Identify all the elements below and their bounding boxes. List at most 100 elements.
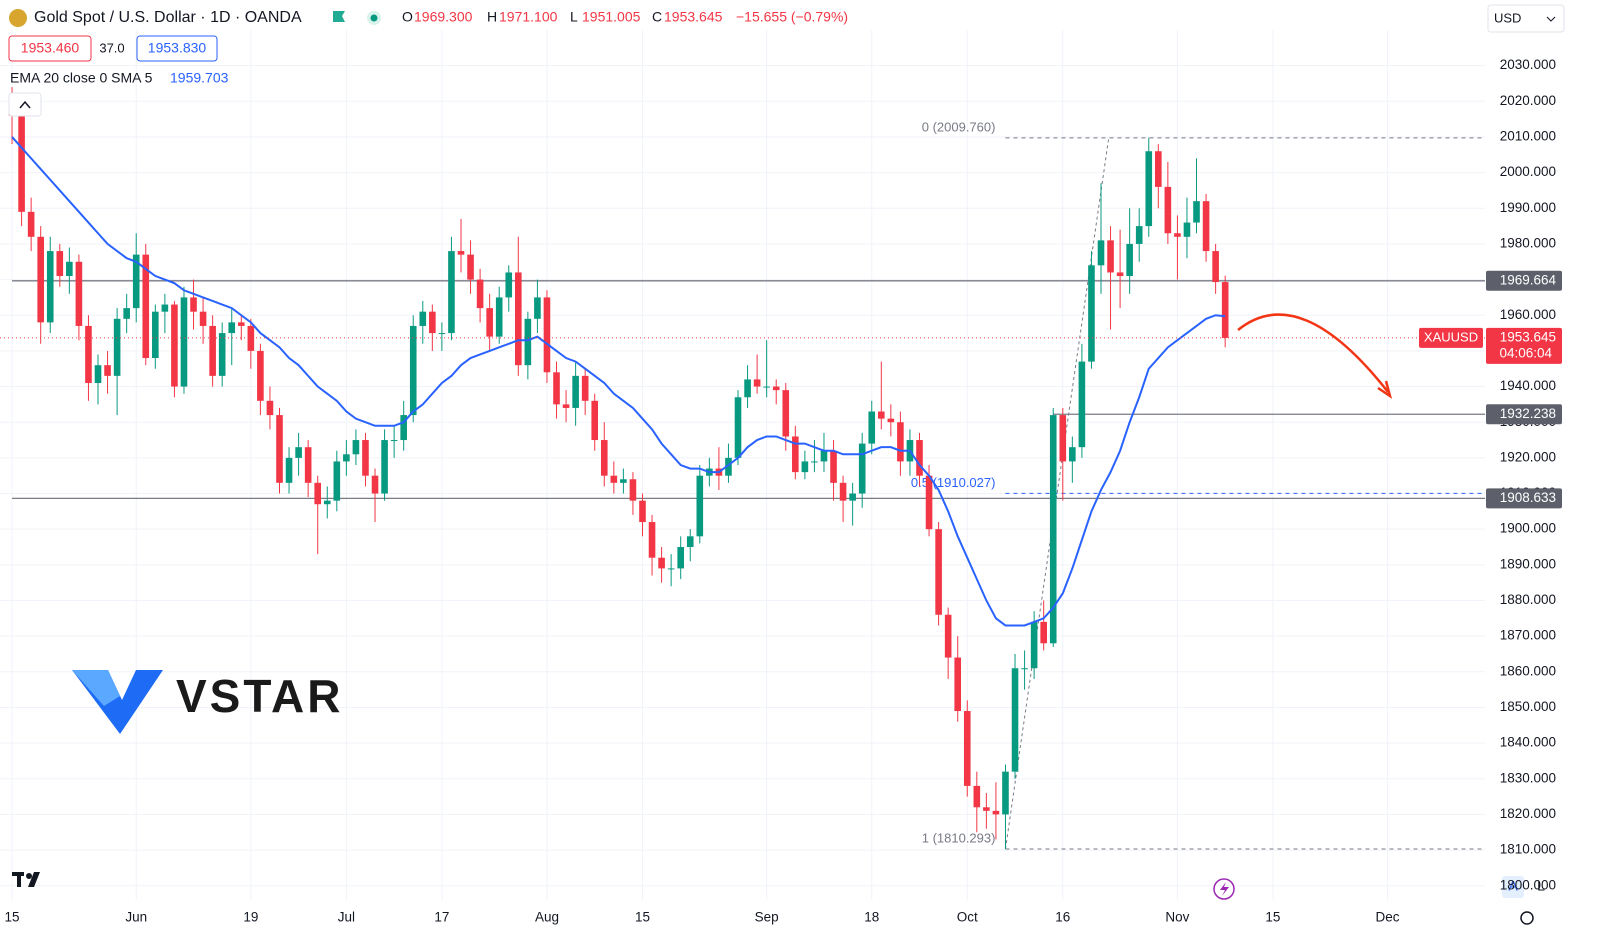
x-tick-label: Sep [755,910,779,925]
x-tick-label: 17 [434,910,449,925]
y-tick-label: 1830.000 [1500,770,1556,785]
forecast-arrow [1237,313,1389,393]
x-tick-label: 18 [864,910,879,925]
candle-body [1193,201,1200,223]
x-tick-label: 16 [1055,910,1070,925]
y-tick-label: 1890.000 [1500,556,1556,571]
candle-body [562,404,570,408]
currency-select[interactable] [1487,4,1565,33]
y-tick-label: 1960.000 [1500,307,1556,322]
candle-body [1059,415,1067,462]
price-label-box [1486,488,1562,509]
scale-button[interactable]: L [1537,878,1545,894]
legend-label: C [652,9,662,25]
collapse-button[interactable] [8,92,42,117]
auto-scale-button[interactable] [1502,876,1524,898]
candle-body [152,311,159,359]
grid [0,30,1485,900]
candle-body [734,397,742,458]
dropdown-icon [1546,16,1556,22]
settings-icon[interactable] [1520,911,1534,925]
y-tick-label: 1980.000 [1500,235,1556,250]
candle-body [543,297,551,373]
candle-body [1078,361,1086,448]
symbol-box [1419,327,1483,348]
tv-logo [12,872,40,887]
currency[interactable]: USD [1494,10,1521,25]
candle-body [323,500,331,505]
candle-body [620,479,627,483]
x-tick-label: Jun [125,910,147,925]
buy-box[interactable] [136,35,218,62]
y-tick-label: 1810.000 [1500,842,1556,857]
candle-body [849,493,856,501]
chart-title: Gold Spot / U.S. Dollar · 1D · OANDA [34,9,302,26]
candle-body [199,311,207,326]
price-label: 1908.633 [1500,490,1556,505]
sell-box[interactable] [8,35,92,62]
candle-body [648,522,656,558]
candle-body [381,440,388,494]
price-label: 1969.664 [1500,272,1557,287]
candle-body [515,272,522,366]
candle-body [868,411,876,444]
candle-body [237,322,245,326]
candle-body [858,443,866,494]
candle-body [352,440,360,455]
candle-body [218,333,226,376]
candle-body [247,325,255,351]
symbol-icon [9,9,27,27]
y-tick-label: 2010.000 [1500,129,1556,144]
candle-body [1002,771,1009,815]
candle-body [954,657,962,712]
candle-body [1135,226,1143,244]
candle-body [343,454,350,462]
candle-body [782,390,790,437]
scale-button[interactable]: A [1508,878,1518,894]
x-tick-label: Jul [338,910,355,925]
logo-mark [72,670,120,706]
candle-body [56,251,64,277]
candle-body [495,297,503,337]
candle-body [1221,282,1229,338]
last-price-label: 1953.645 [1500,329,1556,344]
candle-body [438,333,446,335]
candle-body [1116,272,1124,277]
candle-body [677,547,684,569]
fib-label: 0 (2009.760) [922,119,996,134]
flag-icon[interactable] [333,11,345,22]
candle-body [696,475,704,537]
legend-value: 1951.005 [582,9,641,25]
candle-body [534,297,541,319]
candle-body [973,785,981,808]
candle-body [1145,151,1153,227]
symbol-label: XAUUSD [1424,329,1478,344]
candle-body [1011,668,1019,772]
ask-price[interactable]: 1953.830 [148,40,207,56]
candle-body [46,251,54,323]
bid-price[interactable]: 1953.460 [21,40,80,56]
candle-body [581,375,589,401]
candle-body [304,447,312,483]
y-tick-label: 2020.000 [1500,93,1556,108]
candle-body [419,311,427,326]
candle-body [572,375,579,408]
events-icon[interactable] [1213,878,1235,900]
candle-body [190,297,197,312]
watermark: VSTAR [176,670,344,722]
candle-body [935,529,942,615]
candle-body [801,461,809,473]
market-status-dot [370,14,378,22]
candle-body [113,318,121,376]
y-tick-label: 1860.000 [1500,663,1556,678]
candle-body [1040,621,1047,644]
candle-body [505,272,513,298]
candle-body [1202,201,1210,252]
candle-body [1164,186,1172,234]
candle-body [85,325,92,383]
candle-body [916,440,923,476]
candle-body [37,236,44,323]
candle-body [27,211,35,237]
candle-body [610,475,618,483]
y-tick-label: 1840.000 [1500,735,1556,750]
